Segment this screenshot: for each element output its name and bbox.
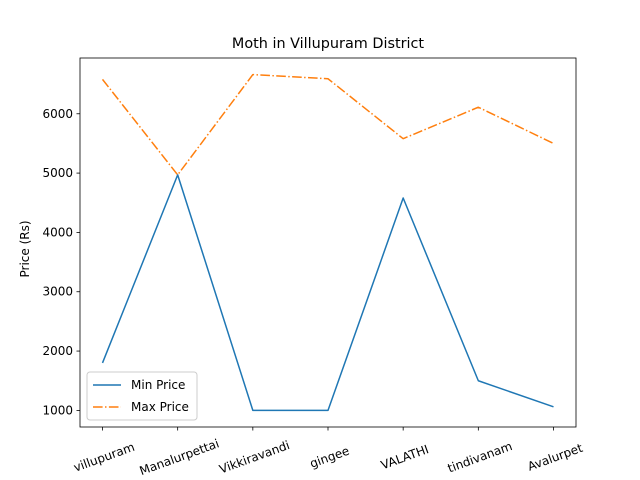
y-tick-label: 2000: [42, 344, 73, 358]
y-axis: 1000 2000 3000 4000 5000 6000: [42, 107, 80, 417]
y-axis-label: Price (Rs): [18, 220, 32, 277]
legend-label-max-price: Max Price: [131, 400, 189, 414]
plot-area: [101, 73, 554, 412]
legend-box: [86, 371, 198, 421]
y-tick-label: 5000: [42, 166, 73, 180]
y-tick-label: 1000: [42, 403, 73, 417]
y-tick-label: 3000: [42, 285, 73, 299]
legend-label-min-price: Min Price: [131, 378, 185, 392]
y-tick-label: 4000: [42, 225, 73, 239]
series-line-min-price: [101, 174, 554, 412]
y-tick-label: 6000: [42, 107, 73, 121]
chart-title: Moth in Villupuram District: [232, 36, 425, 52]
series-line-max-price: [101, 73, 554, 176]
legend: Min Price Max Price: [86, 371, 198, 421]
